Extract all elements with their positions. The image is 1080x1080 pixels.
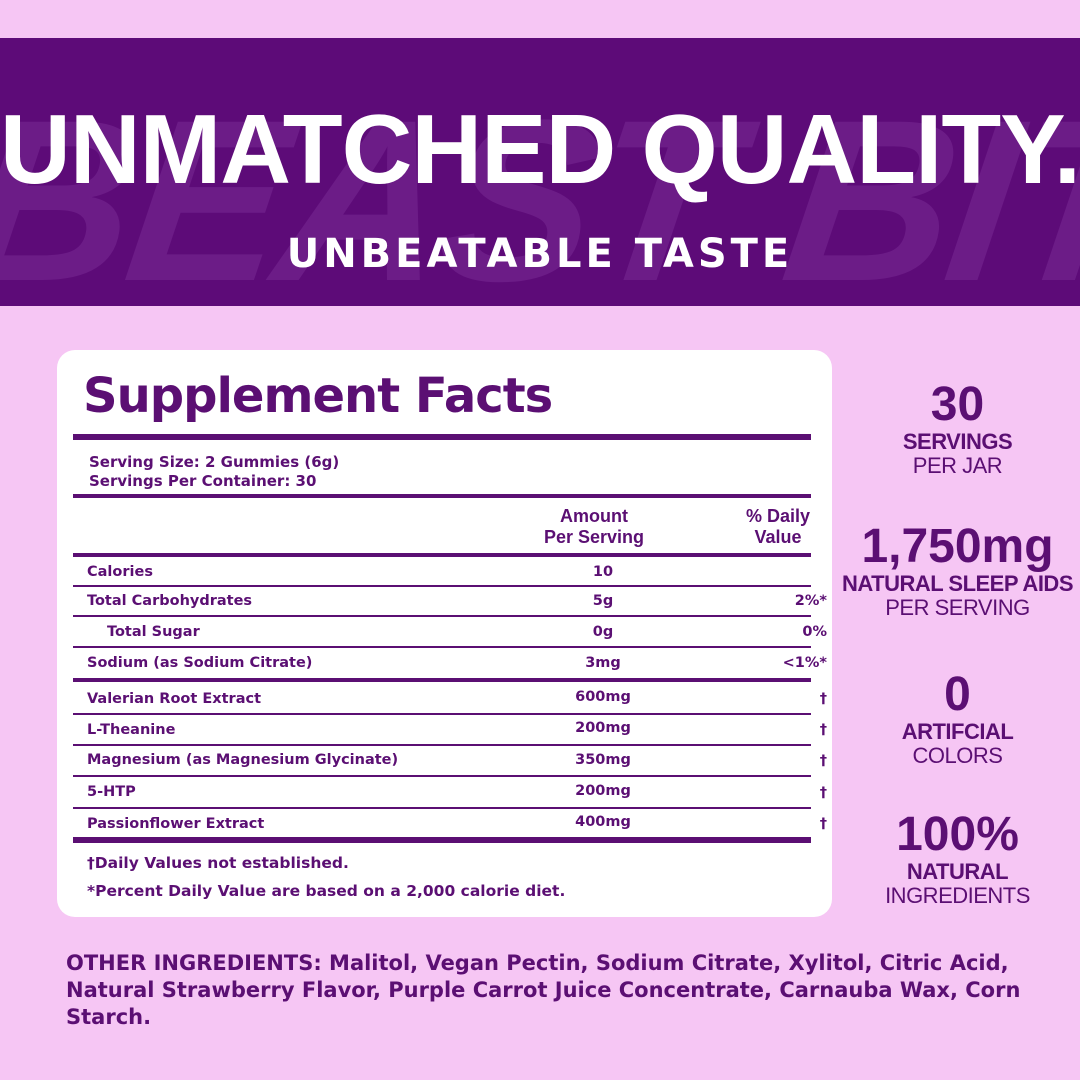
- nutrient-name: Total Carbohydrates: [87, 593, 253, 609]
- amount-header-line2: Per Serving: [543, 527, 645, 547]
- nutrient-name: Calories: [87, 564, 153, 580]
- nutrient-daily-value: †: [819, 722, 827, 738]
- stat-label: SERVINGS: [902, 429, 1013, 454]
- nutrient-amount: 200mg: [575, 783, 631, 799]
- divider: [73, 434, 811, 440]
- nutrient-name: L-Theanine: [87, 722, 176, 738]
- amount-header-line1: Amount: [560, 506, 628, 526]
- serving-info: Serving Size: 2 Gummies (6g) Servings Pe…: [89, 453, 339, 491]
- stat-sublabel: PER SERVING: [885, 595, 1030, 620]
- nutrient-amount: 200mg: [575, 720, 631, 736]
- dv-header-line1: % Daily: [745, 506, 811, 526]
- divider: [73, 553, 811, 557]
- nutrient-name: Sodium (as Sodium Citrate): [87, 655, 313, 671]
- nutrient-name: Total Sugar: [107, 624, 200, 640]
- amount-column-header: Amount Per Serving: [523, 506, 665, 548]
- stat-value: 1,750mg: [861, 520, 1054, 573]
- stat-natural-ingredients: 100% NATURAL INGREDIENTS: [835, 810, 1080, 908]
- nutrient-daily-value: 2%*: [794, 593, 827, 609]
- supplement-facts-panel: Supplement Facts Serving Size: 2 Gummies…: [57, 350, 832, 917]
- servings-per-container: Servings Per Container: 30: [89, 472, 317, 490]
- stat-artificial-colors: 0 ARTIFCIAL COLORS: [835, 670, 1080, 768]
- divider: [73, 678, 811, 682]
- daily-value-column-header: % Daily Value: [723, 506, 833, 548]
- stat-label: NATURAL: [906, 859, 1009, 884]
- divider: [73, 585, 811, 587]
- nutrient-name: 5-HTP: [87, 784, 136, 800]
- nutrient-amount: 3mg: [585, 655, 621, 671]
- stat-sublabel: INGREDIENTS: [885, 883, 1030, 908]
- nutrient-daily-value: <1%*: [782, 655, 827, 671]
- dv-header-line2: Value: [754, 527, 802, 547]
- divider: [73, 646, 811, 648]
- divider: [73, 744, 811, 746]
- headline: UNMATCHED QUALITY.: [0, 94, 1080, 204]
- nutrient-daily-value: †: [819, 785, 827, 801]
- nutrient-daily-value: †: [819, 691, 827, 707]
- header-banner: BEAST BITE UNMATCHED QUALITY. UNBEATABLE…: [0, 38, 1080, 306]
- footnote-asterisk: *Percent Daily Value are based on a 2,00…: [87, 882, 566, 900]
- subheadline: UNBEATABLE TASTE: [286, 231, 794, 277]
- stat-servings: 30 SERVINGS PER JAR: [835, 380, 1080, 478]
- divider: [73, 775, 811, 777]
- nutrient-amount: 10: [592, 564, 614, 580]
- nutrient-amount: 5g: [592, 593, 614, 609]
- supplement-facts-title: Supplement Facts: [83, 368, 553, 424]
- nutrient-amount: 350mg: [575, 752, 631, 768]
- divider: [73, 615, 811, 617]
- nutrient-name: Valerian Root Extract: [87, 691, 262, 707]
- nutrient-daily-value: †: [819, 753, 827, 769]
- stat-sleep-aids: 1,750mg NATURAL SLEEP AIDS PER SERVING: [835, 522, 1080, 620]
- nutrient-amount: 400mg: [575, 814, 631, 830]
- nutrient-daily-value: †: [819, 816, 827, 832]
- serving-size: Serving Size: 2 Gummies (6g): [89, 453, 340, 471]
- nutrient-daily-value: 0%: [802, 624, 827, 640]
- stat-sublabel: COLORS: [912, 743, 1003, 768]
- divider: [73, 837, 811, 843]
- stat-value: 30: [930, 378, 985, 431]
- nutrient-amount: 0g: [592, 624, 614, 640]
- other-ingredients: OTHER INGREDIENTS: Malitol, Vegan Pectin…: [66, 951, 1021, 1029]
- stat-value: 100%: [896, 808, 1019, 861]
- nutrient-name: Magnesium (as Magnesium Glycinate): [87, 752, 399, 768]
- divider: [73, 807, 811, 809]
- divider: [73, 713, 811, 715]
- footnote-dagger: †Daily Values not established.: [87, 854, 349, 872]
- stat-sublabel: PER JAR: [912, 453, 1003, 478]
- stat-label: NATURAL SLEEP AIDS: [842, 571, 1074, 596]
- nutrient-name: Passionflower Extract: [87, 816, 265, 832]
- stat-label: ARTIFCIAL: [901, 719, 1014, 744]
- stat-value: 0: [944, 668, 971, 721]
- divider: [73, 494, 811, 498]
- nutrient-amount: 600mg: [575, 689, 631, 705]
